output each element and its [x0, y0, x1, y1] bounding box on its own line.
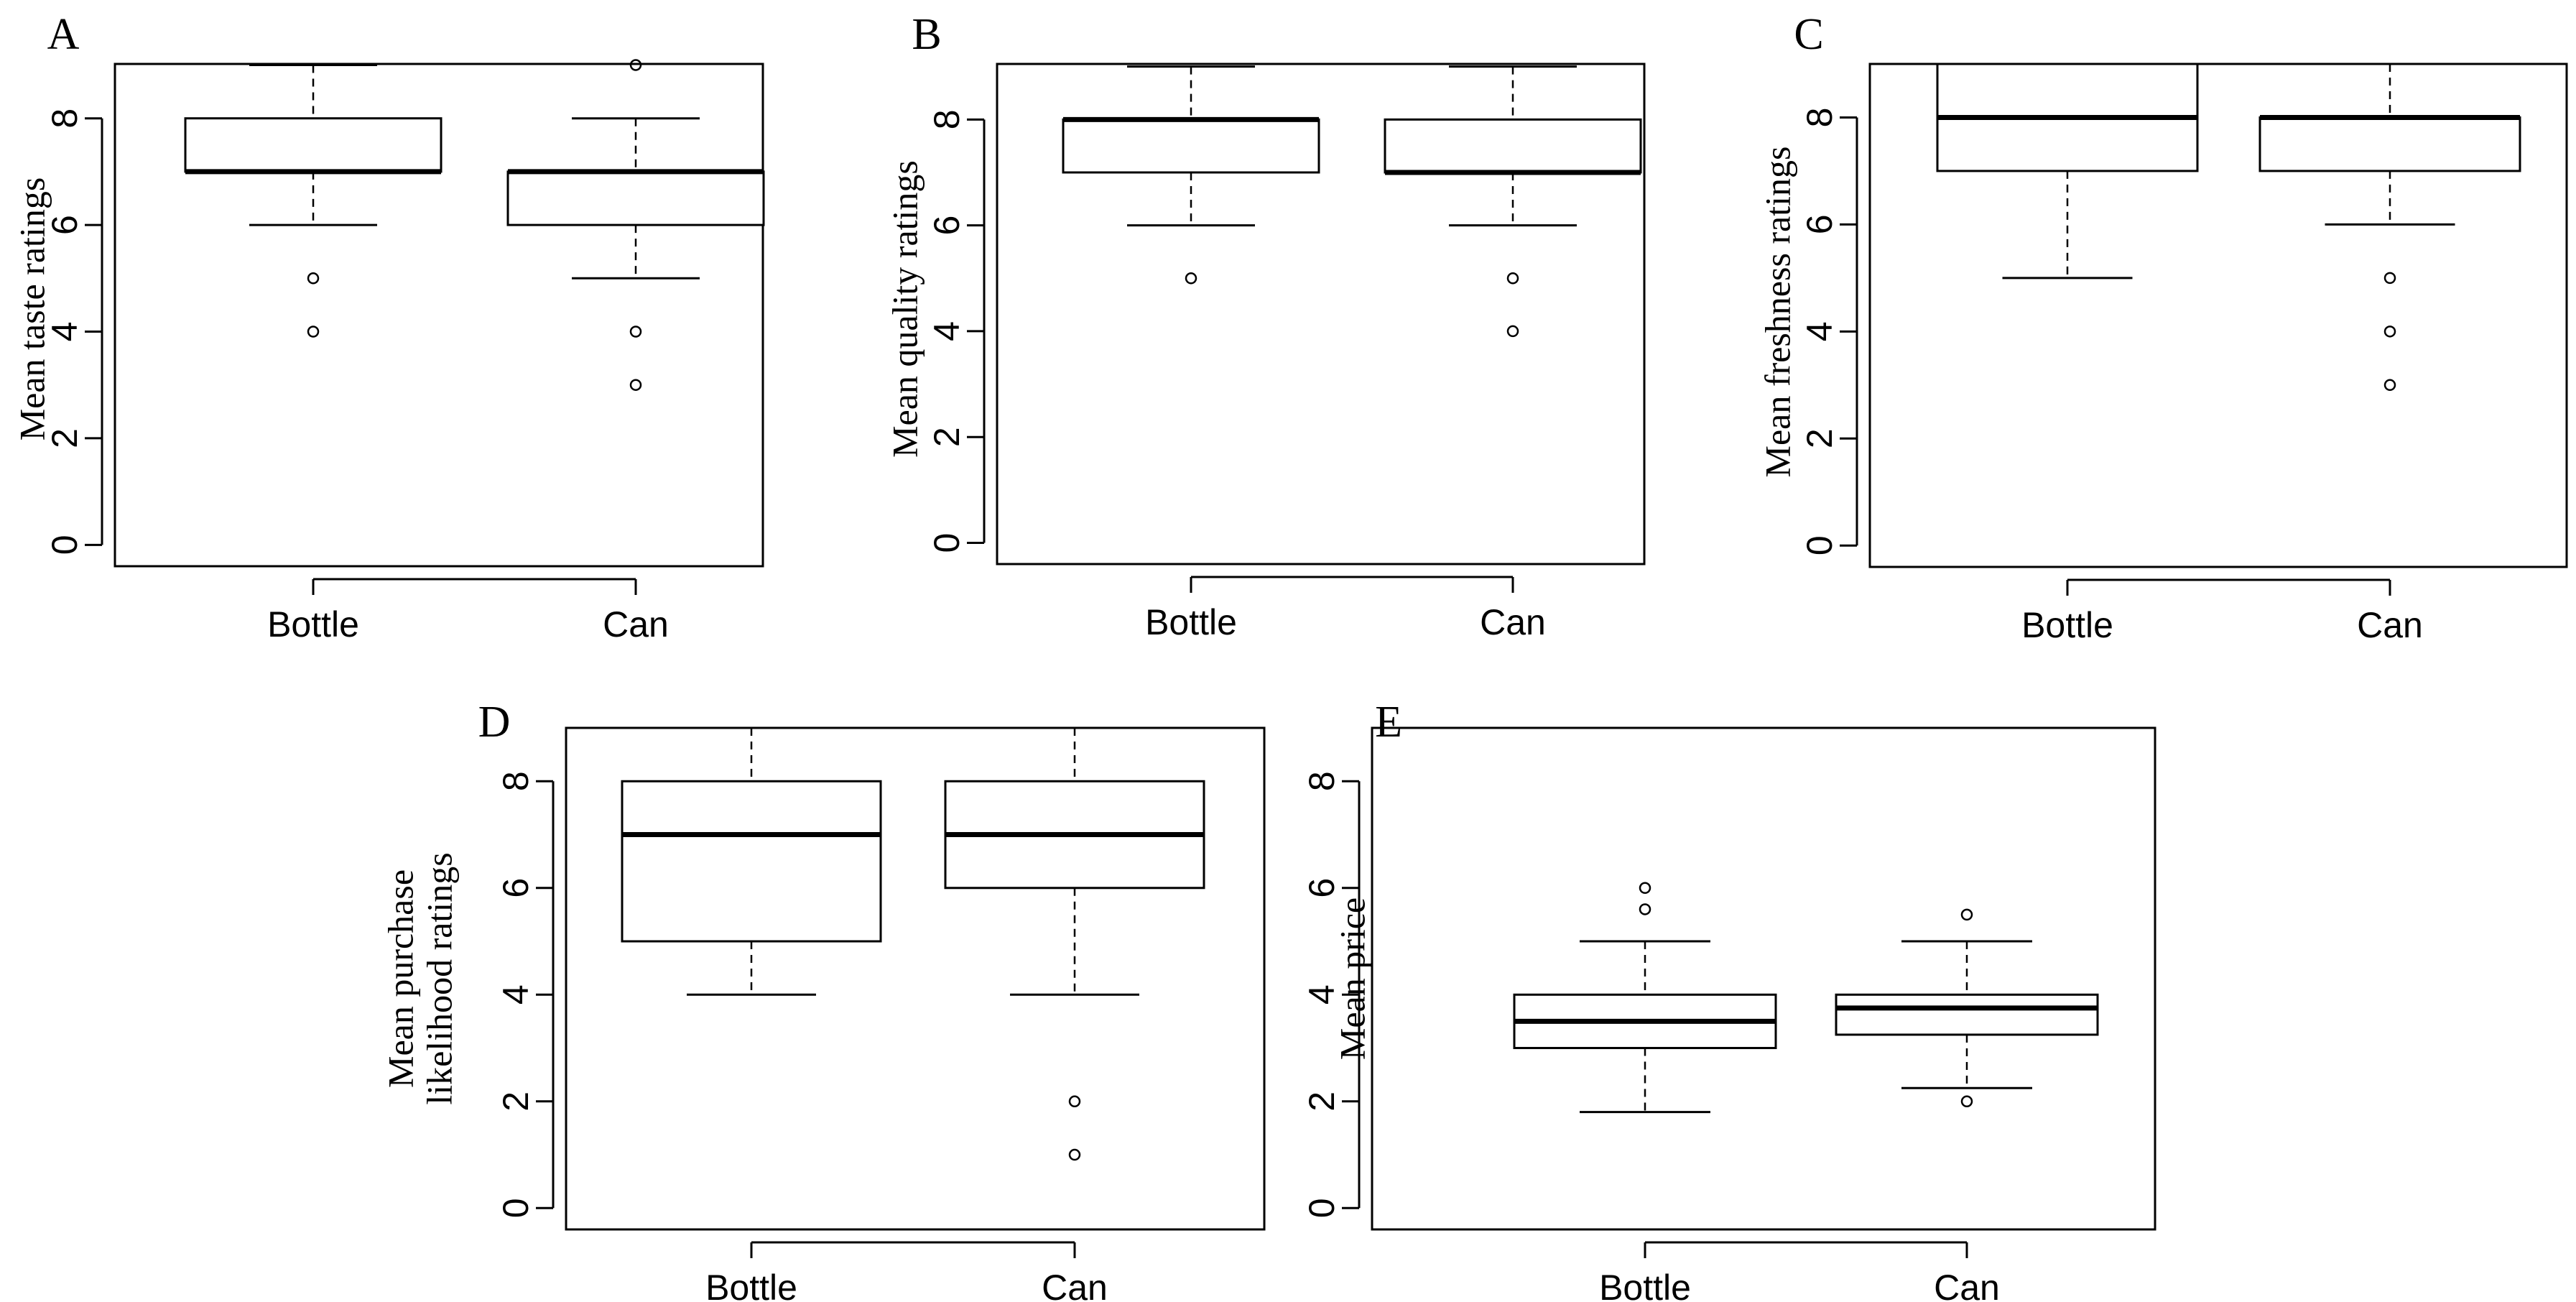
panel-b-plot-frame — [996, 63, 1646, 565]
panel-a-letter: A — [47, 10, 80, 59]
panel-e-bottle-boxplot — [1513, 882, 1777, 1114]
panel-e-y-tick-label: 6 — [1302, 878, 1342, 898]
panel-d-letter: D — [478, 698, 511, 747]
panel-a-y-axis-title: Mean taste ratings — [11, 177, 52, 441]
panel-a: A 0 2 4 6 8 Mean taste ratings Bottle Can — [11, 10, 765, 645]
panel-e-letter: E — [1375, 698, 1402, 747]
panel-a-can-box — [506, 170, 765, 226]
panel-a-y-tick-label: 6 — [45, 215, 85, 235]
panel-e-x-tick-label: Can — [1934, 1268, 2000, 1302]
panel-d-y-tick-label: 2 — [496, 1091, 536, 1112]
panel-b-can-outlier — [1506, 325, 1519, 338]
panel-d-plot-frame — [565, 726, 1266, 1231]
panel-e-y-tick-label: 8 — [1302, 771, 1342, 791]
panel-c-y-tick-label: 4 — [1799, 321, 1840, 341]
panel-e-plot-frame — [1371, 726, 2156, 1231]
panel-a-can-outlier — [629, 379, 642, 391]
panel-b-bottle-outlier — [1185, 272, 1197, 285]
panel-a-can-outlier — [629, 326, 642, 338]
panel-b-can-box — [1384, 118, 1642, 174]
panel-c-can-outlier — [2383, 272, 2396, 285]
panel-c-bottle-boxplot — [1936, 63, 2199, 280]
panel-c-x-tick-label: Can — [2357, 605, 2423, 645]
panel-d-bottle-box — [621, 780, 882, 943]
panel-e-y-tick-label: 0 — [1302, 1198, 1342, 1218]
panel-a-x-tick-label: Bottle — [267, 604, 359, 645]
panel-b-can-boxplot — [1384, 65, 1642, 338]
panel-c-y-tick-label: 2 — [1799, 428, 1840, 448]
panel-e-y-axis-title: Mean price — [1332, 897, 1372, 1060]
panel-d-y-tick-label: 0 — [496, 1198, 536, 1218]
panel-b: B 0 2 4 6 8 Mean quality ratings Bottle Can — [884, 10, 1646, 642]
panel-d-y-axis-title: likelihood ratings — [419, 852, 459, 1104]
panel-d-x-tick-label: Can — [1042, 1268, 1108, 1302]
panel-e: E 0 2 4 6 8 Mean price Bottle Can — [1302, 698, 2156, 1302]
panel-c-plot-frame — [1868, 63, 2568, 568]
panel-b-y-tick-label: 6 — [927, 216, 967, 236]
panel-a-y-tick-label: 0 — [45, 535, 85, 555]
panel-e-can-outlier — [1960, 1095, 1973, 1108]
panel-e-bottle-outlier — [1639, 882, 1651, 895]
panel-c-y-tick-label: 0 — [1799, 535, 1840, 555]
panel-e-bottle-outlier — [1639, 903, 1651, 915]
panel-a-x-tick-label: Can — [603, 604, 669, 645]
panel-a-bottle-outlier — [307, 272, 320, 285]
panel-b-y-tick-label: 8 — [927, 109, 967, 129]
panel-d-can-outlier — [1068, 1148, 1081, 1161]
panel-c-can-outlier — [2383, 326, 2396, 338]
panel-c-y-tick-label: 8 — [1799, 108, 1840, 128]
panel-d-y-tick-label: 8 — [496, 771, 536, 791]
panel-a-y-tick-label: 8 — [45, 108, 85, 129]
panel-e-x-tick-label: Bottle — [1599, 1268, 1691, 1302]
panel-a-can-outlier — [629, 59, 642, 71]
panel-a-bottle-outlier — [307, 326, 320, 338]
panel-d-can-boxplot — [944, 726, 1205, 1161]
panel-e-can-boxplot — [1835, 908, 2099, 1108]
panel-d-y-tick-label: 4 — [496, 984, 536, 1005]
panel-e-can-outlier — [1960, 908, 1973, 921]
panel-e-y-tick-label: 4 — [1302, 984, 1342, 1005]
panel-c-y-tick-label: 6 — [1799, 214, 1840, 234]
panel-a-plot-frame — [113, 63, 764, 568]
panel-d-can-outlier — [1068, 1095, 1081, 1108]
panel-b-y-tick-label: 0 — [927, 533, 967, 553]
panel-a-bottle-box — [184, 117, 443, 173]
panel-c-y-axis-title: Mean freshness ratings — [1757, 147, 1797, 478]
panel-c-x-tick-label: Bottle — [2021, 605, 2113, 645]
panel-b-y-axis-title: Mean quality ratings — [884, 160, 925, 458]
panel-a-y-tick-label: 2 — [45, 428, 85, 448]
panel-c-letter: C — [1794, 10, 1823, 59]
panel-b-can-outlier — [1506, 272, 1519, 285]
panel-b-x-tick-label: Bottle — [1145, 602, 1237, 642]
panel-b-y-tick-label: 2 — [927, 427, 967, 447]
panel-b-y-tick-label: 4 — [927, 321, 967, 341]
panel-c-can-boxplot — [2258, 63, 2521, 392]
panel-c-can-box — [2258, 116, 2521, 172]
panel-d-y-tick-label: 6 — [496, 878, 536, 898]
panel-e-y-tick-label: 2 — [1302, 1091, 1342, 1112]
panel-d-y-axis-title: Mean purchase — [380, 869, 420, 1088]
panel-a-bottle-boxplot — [184, 63, 443, 338]
panel-e-can-box — [1835, 993, 2099, 1036]
panel-b-letter: B — [912, 10, 941, 59]
panel-b-bottle-box — [1062, 118, 1320, 174]
panel-d-bottle-boxplot — [621, 726, 882, 996]
panel-a-can-boxplot — [506, 59, 765, 391]
panel-c-can-outlier — [2383, 379, 2396, 392]
panel-d-x-tick-label: Bottle — [705, 1268, 797, 1302]
panel-b-bottle-boxplot — [1062, 65, 1320, 285]
panel-a-y-tick-label: 4 — [45, 322, 85, 342]
panel-b-x-tick-label: Can — [1480, 602, 1546, 642]
